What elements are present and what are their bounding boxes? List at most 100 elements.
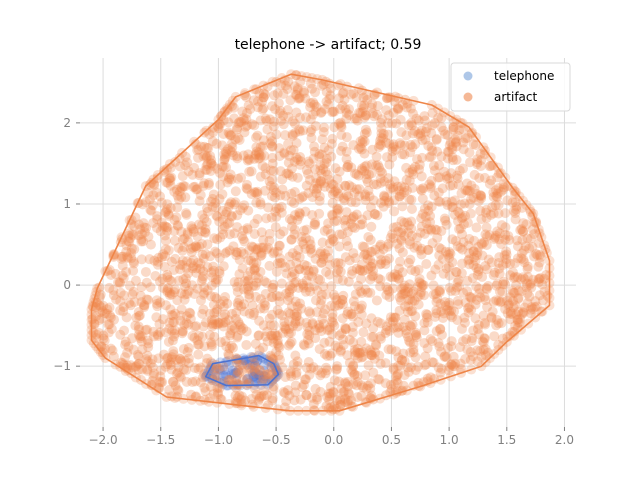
- artifact-point: [479, 172, 490, 183]
- artifact-point: [445, 180, 456, 191]
- artifact-point: [325, 90, 336, 101]
- artifact-point: [247, 300, 258, 311]
- artifact-point: [404, 236, 415, 247]
- artifact-point: [505, 306, 516, 317]
- artifact-point: [248, 258, 259, 269]
- artifact-point: [206, 341, 217, 352]
- artifact-point: [260, 289, 271, 300]
- artifact-point: [244, 289, 255, 300]
- artifact-point: [360, 110, 371, 121]
- artifact-point: [214, 193, 225, 204]
- artifact-point: [99, 308, 110, 319]
- artifact-point: [375, 259, 386, 270]
- artifact-point: [356, 100, 367, 111]
- artifact-point: [510, 258, 521, 269]
- artifact-point: [314, 208, 325, 219]
- artifact-point: [443, 146, 454, 157]
- legend: telephone artifact: [450, 62, 571, 112]
- artifact-point: [147, 376, 158, 387]
- artifact-point: [338, 340, 349, 351]
- artifact-point: [339, 195, 350, 206]
- artifact-point: [411, 332, 422, 343]
- artifact-point: [104, 319, 115, 330]
- artifact-point: [489, 234, 500, 245]
- artifact-point: [516, 224, 527, 235]
- artifact-point: [172, 202, 183, 213]
- legend-label-artifact: artifact: [494, 90, 538, 104]
- artifact-point: [211, 293, 222, 304]
- artifact-point: [448, 361, 459, 372]
- artifact-point: [428, 160, 439, 171]
- artifact-point: [488, 270, 499, 281]
- artifact-point: [387, 143, 398, 154]
- artifact-point: [233, 277, 244, 288]
- artifact-point: [303, 188, 314, 199]
- artifact-point: [205, 151, 216, 162]
- artifact-point: [327, 210, 338, 221]
- artifact-point: [179, 281, 190, 292]
- artifact-point: [456, 188, 467, 199]
- artifact-point: [264, 176, 275, 187]
- artifact-point: [169, 226, 180, 237]
- artifact-point: [284, 214, 295, 225]
- artifact-point: [480, 295, 491, 306]
- artifact-point: [326, 316, 337, 327]
- artifact-point: [422, 244, 433, 255]
- artifact-point: [502, 295, 513, 306]
- artifact-point: [118, 273, 129, 284]
- artifact-point: [268, 320, 279, 331]
- artifact-point: [314, 151, 325, 162]
- artifact-point: [248, 95, 259, 106]
- artifact-point: [173, 194, 184, 205]
- artifact-point: [508, 295, 519, 306]
- artifact-point: [290, 316, 301, 327]
- artifact-point: [272, 305, 283, 316]
- artifact-point: [300, 206, 311, 217]
- artifact-point: [360, 189, 371, 200]
- artifact-point: [125, 300, 136, 311]
- artifact-point: [254, 315, 265, 326]
- artifact-point: [271, 266, 282, 277]
- artifact-point: [133, 358, 144, 369]
- artifact-point: [123, 236, 134, 247]
- artifact-point: [441, 171, 452, 182]
- artifact-point: [239, 276, 250, 287]
- artifact-point: [419, 115, 430, 126]
- artifact-point: [223, 348, 234, 359]
- artifact-point: [384, 253, 395, 264]
- artifact-point: [397, 224, 408, 235]
- artifact-point: [295, 76, 306, 87]
- artifact-point: [139, 302, 150, 313]
- artifact-point: [250, 150, 261, 161]
- artifact-point: [178, 364, 189, 375]
- artifact-point: [481, 222, 492, 233]
- artifact-point: [365, 287, 376, 298]
- artifact-point: [294, 316, 305, 327]
- artifact-point: [196, 226, 207, 237]
- artifact-point: [337, 88, 348, 99]
- artifact-point: [379, 191, 390, 202]
- artifact-point: [413, 361, 424, 372]
- artifact-point: [258, 373, 269, 384]
- artifact-point: [183, 166, 194, 177]
- artifact-point: [388, 362, 399, 373]
- artifact-point: [327, 308, 338, 319]
- artifact-point: [252, 96, 263, 107]
- artifact-point: [252, 188, 263, 199]
- legend-label-telephone: telephone: [494, 69, 554, 83]
- artifact-point: [202, 203, 213, 214]
- artifact-point: [406, 362, 417, 373]
- artifact-point: [484, 161, 495, 172]
- artifact-point: [357, 138, 368, 149]
- artifact-point: [241, 339, 252, 350]
- artifact-point: [436, 363, 447, 374]
- artifact-point: [132, 349, 143, 360]
- artifact-point: [290, 380, 301, 391]
- artifact-point: [335, 395, 346, 406]
- artifact-point: [447, 152, 458, 163]
- artifact-point: [162, 285, 173, 296]
- artifact-point: [462, 185, 473, 196]
- artifact-point: [232, 366, 243, 377]
- artifact-point: [342, 241, 353, 252]
- artifact-point: [331, 395, 342, 406]
